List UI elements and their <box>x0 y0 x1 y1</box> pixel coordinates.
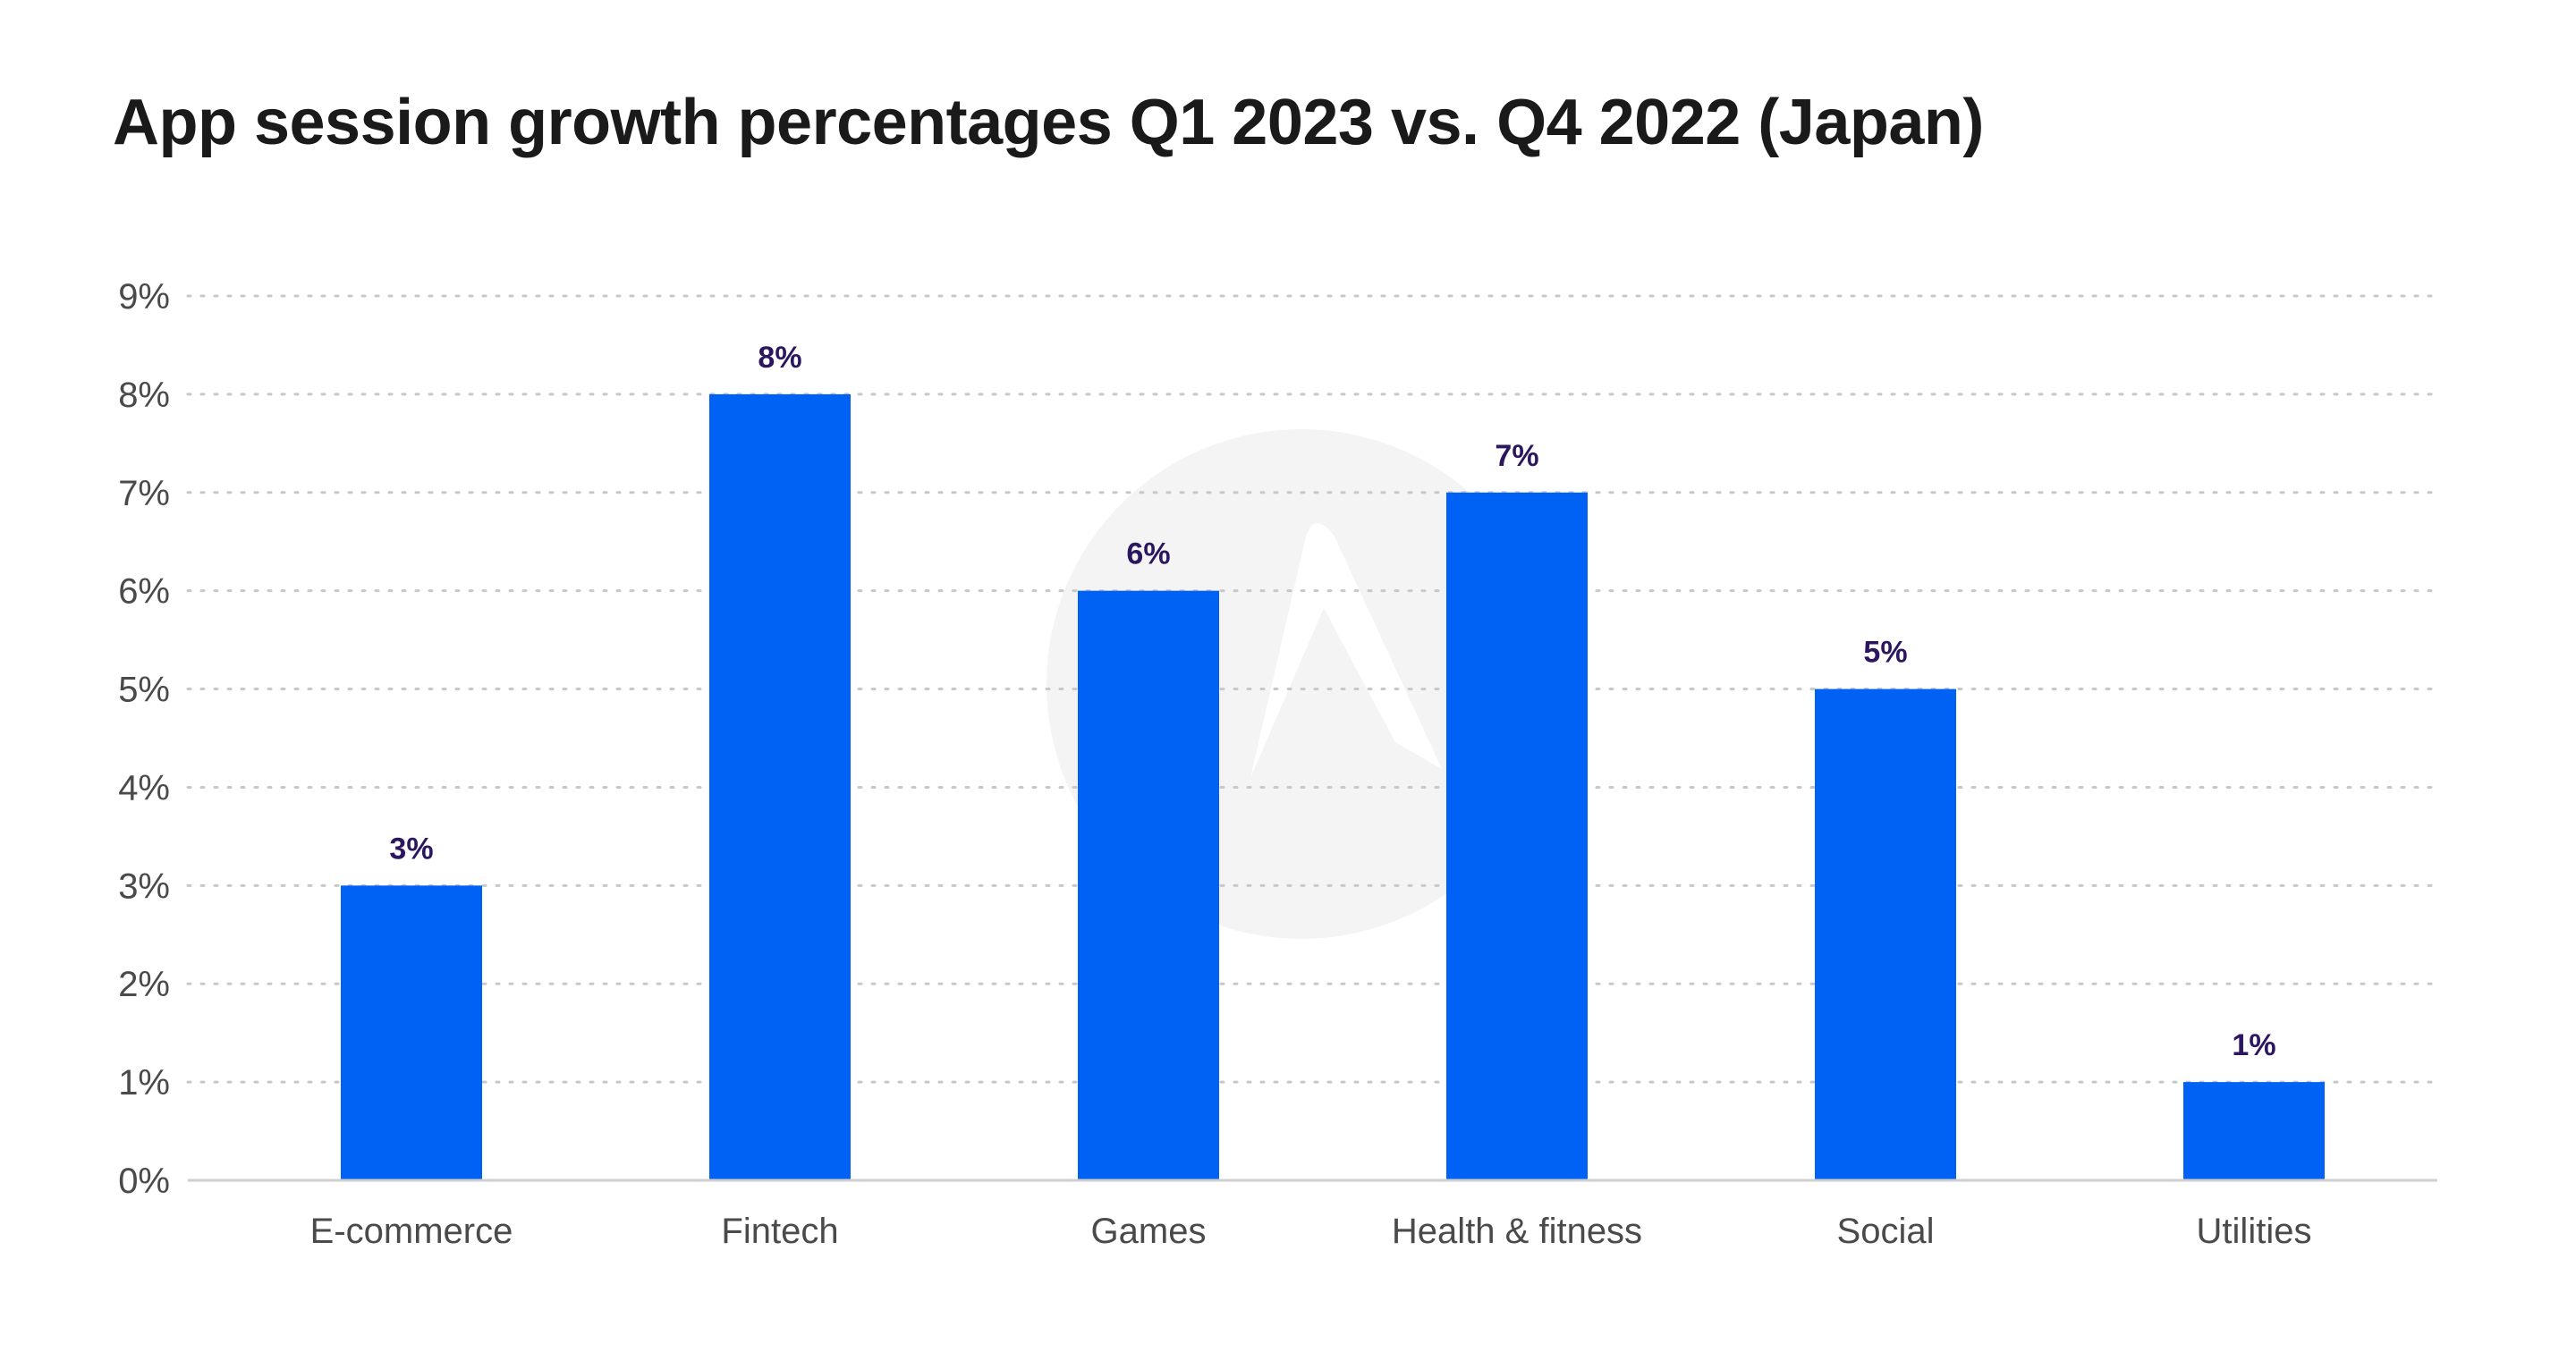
data-labels: 3% 8% 6% 7% 5% 1% <box>389 341 2275 1062</box>
y-tick-label: 8% <box>118 376 170 415</box>
x-axis: E-commerce Fintech Games Health & fitness So… <box>188 1179 2437 1251</box>
y-tick-label: 1% <box>118 1063 170 1103</box>
bar <box>341 885 482 1180</box>
bar <box>1815 689 1956 1180</box>
x-tick-label: Games <box>1091 1212 1207 1251</box>
x-tick-label: Fintech <box>721 1212 838 1251</box>
x-tick-label: Utilities <box>2197 1212 2312 1251</box>
y-tick-label: 3% <box>118 866 170 906</box>
data-label: 1% <box>2232 1028 2275 1062</box>
x-tick-label: Health & fitness <box>1392 1212 1642 1251</box>
y-tick-label: 2% <box>118 965 170 1004</box>
y-tick-label: 4% <box>118 768 170 807</box>
data-label: 7% <box>1495 439 1538 473</box>
data-label: 3% <box>389 832 433 866</box>
chart-title: App session growth percentages Q1 2023 v… <box>113 87 1984 158</box>
bar <box>709 393 851 1180</box>
data-label: 6% <box>1126 537 1170 571</box>
x-tick-label: E-commerce <box>310 1212 513 1251</box>
y-tick-label: 7% <box>118 474 170 513</box>
bar <box>1446 492 1588 1180</box>
bars <box>341 393 2325 1180</box>
data-label: 5% <box>1863 636 1907 670</box>
bar <box>1078 590 1219 1180</box>
x-tick-label: Social <box>1837 1212 1935 1251</box>
y-tick-label: 9% <box>118 277 170 317</box>
y-tick-label: 6% <box>118 572 170 612</box>
bar <box>2183 1082 2325 1180</box>
y-tick-label: 0% <box>118 1162 170 1201</box>
y-axis: 0% 1% 2% 3% 4% 5% 6% 7% 8% 9% <box>118 277 170 1201</box>
y-tick-label: 5% <box>118 671 170 710</box>
gridlines <box>186 294 2439 1084</box>
data-label: 8% <box>758 341 801 375</box>
